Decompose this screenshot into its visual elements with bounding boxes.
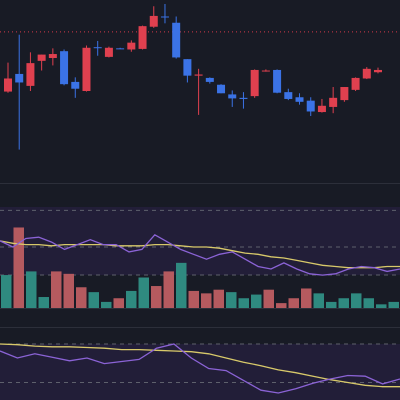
- volume-bar: [88, 292, 99, 308]
- candle-body: [71, 81, 80, 89]
- volume-bar: [288, 298, 299, 308]
- candle-body: [261, 70, 270, 72]
- volume-bar: [226, 292, 237, 308]
- volume-bar: [313, 293, 324, 308]
- volume-bar: [101, 301, 112, 308]
- volume-bar: [276, 303, 287, 308]
- oscillator-line: [0, 343, 400, 394]
- volume-bar: [63, 273, 74, 308]
- volume-bar: [138, 277, 149, 308]
- candle-body: [317, 105, 326, 113]
- volume-bar: [201, 293, 212, 308]
- candle-body: [4, 78, 12, 92]
- volume-bar: [326, 301, 337, 308]
- volume-bar: [38, 297, 49, 308]
- candle-body: [239, 97, 248, 99]
- volume-bar: [238, 298, 249, 308]
- candle-body: [37, 54, 46, 61]
- volume-bar: [251, 294, 262, 308]
- volume-bar: [51, 271, 62, 308]
- volume-bar: [363, 298, 374, 308]
- candle-body: [104, 47, 113, 57]
- candle-body: [48, 54, 57, 59]
- candle-body: [351, 77, 360, 90]
- volume-bar: [263, 289, 274, 308]
- candle-body: [149, 15, 158, 27]
- candle-body: [273, 69, 282, 93]
- candle-body: [160, 16, 169, 18]
- volume-bar: [163, 271, 174, 308]
- band-fill: [0, 207, 400, 276]
- candle-body: [93, 47, 102, 49]
- candle-body: [295, 97, 304, 102]
- price-panel: [0, 3, 400, 150]
- volume-bar: [126, 290, 137, 308]
- oscillator-line: [0, 233, 400, 276]
- volume-bar: [113, 298, 124, 308]
- volume-bar: [351, 293, 362, 308]
- volume-bar: [338, 298, 349, 308]
- oscillator-panel: [0, 343, 400, 400]
- candle-body: [250, 69, 259, 97]
- candle-body: [194, 74, 203, 76]
- volume-bar: [13, 227, 24, 308]
- candle-body: [183, 59, 192, 76]
- volume-bar: [188, 290, 199, 308]
- candle-body: [172, 22, 181, 58]
- volume-bar: [301, 288, 312, 308]
- volume-oscillator-panel: [0, 207, 400, 309]
- volume-bar: [388, 301, 399, 308]
- volume-bar: [151, 286, 162, 308]
- candle-body: [340, 87, 349, 101]
- candle-body: [138, 26, 147, 49]
- volume-bar: [213, 289, 224, 308]
- candle-body: [362, 68, 371, 79]
- candle-body: [228, 94, 237, 99]
- volume-bar: [26, 271, 37, 308]
- volume-bar: [76, 287, 87, 308]
- candle-body: [306, 100, 315, 112]
- volume-bar: [376, 304, 387, 308]
- candle-body: [217, 84, 226, 94]
- volume-bar: [176, 262, 187, 308]
- volume-bar: [1, 275, 12, 308]
- candle-body: [127, 42, 136, 50]
- candle-body: [205, 77, 214, 82]
- candle-body: [26, 63, 35, 86]
- candle-body: [329, 97, 338, 107]
- candle-body: [284, 92, 293, 99]
- signal-line: [0, 240, 400, 269]
- candle-body: [116, 48, 125, 50]
- candle-body: [374, 69, 382, 73]
- signal-line: [0, 343, 400, 388]
- candle-body: [82, 47, 91, 91]
- candle-body: [60, 51, 69, 85]
- candle-body: [15, 73, 24, 83]
